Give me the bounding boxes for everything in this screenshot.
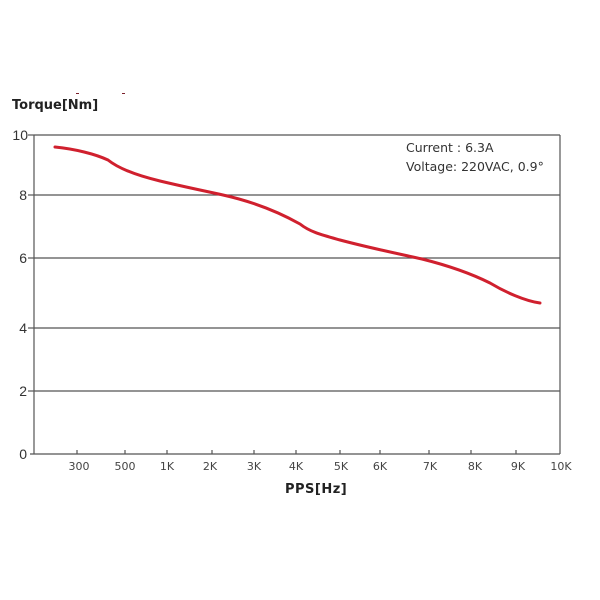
annotation-current: Current : 6.3A [406,140,494,155]
x-ticks [76,450,517,454]
svg-text:0: 0 [19,446,27,462]
svg-text:1K: 1K [160,460,175,473]
annotation-voltage: Voltage: 220VAC, 0.9° [406,159,544,174]
svg-text:2: 2 [19,383,27,399]
svg-text:10K: 10K [550,460,572,473]
decorative-mark [122,93,125,94]
svg-text:3K: 3K [247,460,262,473]
svg-text:8: 8 [19,187,27,203]
svg-text:4: 4 [19,320,27,336]
svg-text:6K: 6K [373,460,388,473]
svg-text:8K: 8K [468,460,483,473]
y-tick-labels: 10 8 6 4 2 0 [12,127,28,462]
svg-text:4K: 4K [289,460,304,473]
svg-text:500: 500 [115,460,136,473]
svg-text:7K: 7K [423,460,438,473]
svg-text:6: 6 [19,250,27,266]
svg-text:5K: 5K [334,460,349,473]
y-ticks [28,134,34,392]
svg-text:2K: 2K [203,460,218,473]
y-axis-title: Torque[Nm] [12,98,99,113]
x-tick-labels: 300 500 1K 2K 3K 4K 5K 6K 7K 8K 9K 10K [69,460,573,473]
svg-text:300: 300 [69,460,90,473]
x-axis-title: PPS[Hz] [285,482,348,497]
decorative-mark [76,93,79,94]
torque-curve [53,145,542,305]
grid-lines [30,134,561,455]
svg-text:10: 10 [12,127,28,143]
svg-text:9K: 9K [511,460,526,473]
